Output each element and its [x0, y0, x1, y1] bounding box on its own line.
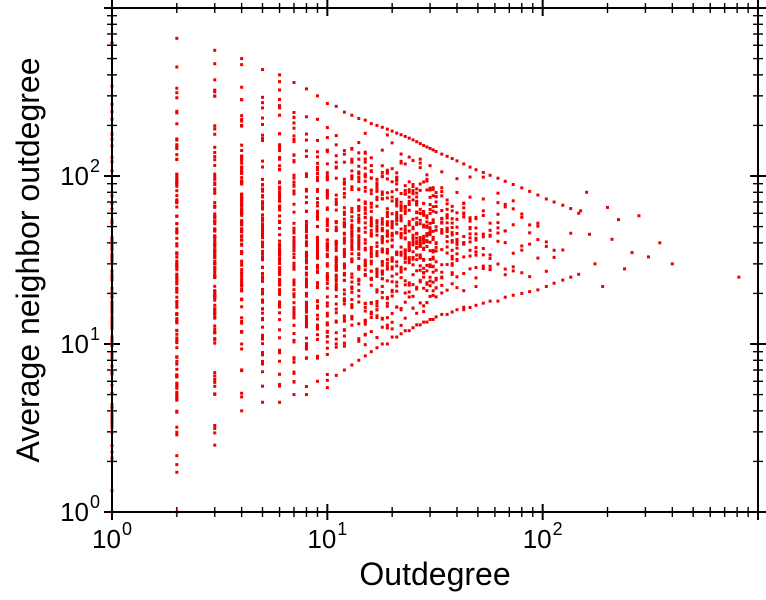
x-tick-label: 101: [307, 519, 347, 554]
tick-labels: 100 101 102 100 101 102: [60, 156, 563, 554]
x-tick-label: 102: [523, 519, 563, 554]
axis-ticks: [104, 0, 766, 520]
x-tick-label: 100: [92, 519, 132, 554]
y-tick-label: 102: [60, 156, 100, 191]
data-points: [110, 36, 741, 514]
y-tick-label: 100: [60, 492, 100, 527]
y-tick-label: 101: [60, 324, 100, 359]
plot-border: [111, 7, 759, 513]
x-axis-label: Outdegree: [359, 556, 511, 592]
y-axis-label: Average neighbor outdegree: [10, 57, 46, 463]
